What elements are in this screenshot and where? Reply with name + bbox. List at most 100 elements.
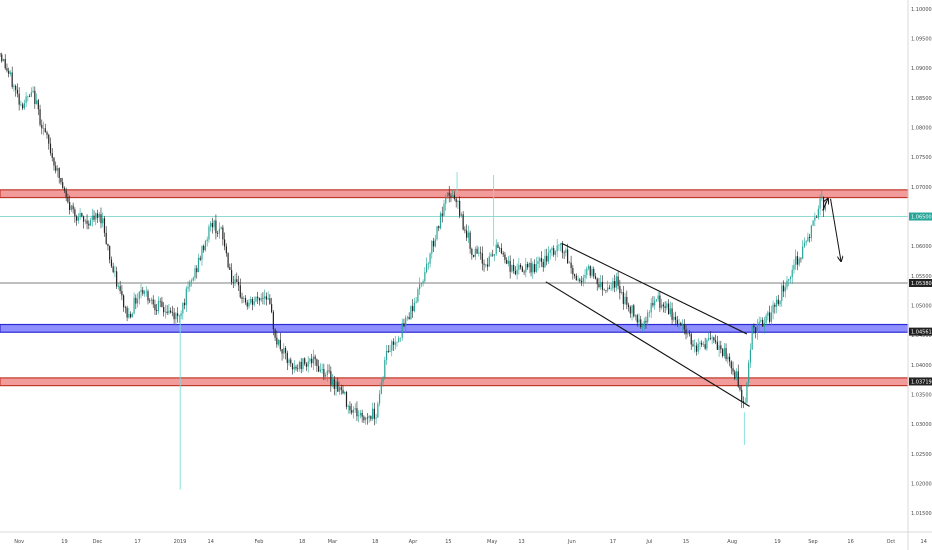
candle-body	[492, 254, 494, 256]
candle-body	[344, 392, 346, 394]
candle-body	[500, 248, 503, 254]
candle-body	[765, 315, 767, 323]
candle-body	[782, 285, 785, 292]
candle-body	[377, 403, 379, 418]
candle-body	[340, 387, 342, 390]
candle-body	[520, 264, 522, 268]
candle-body	[819, 198, 821, 209]
candle-body	[781, 285, 783, 301]
projection-arrow-0	[822, 199, 828, 211]
x-tick-label: 19	[61, 539, 67, 545]
candle-body	[533, 264, 536, 272]
candle-body	[544, 255, 546, 268]
candle-body	[626, 296, 628, 305]
candle-body	[784, 287, 786, 292]
x-tick-label: May	[487, 539, 497, 545]
candle-body	[375, 417, 377, 419]
candle-body	[6, 68, 8, 71]
candle-body	[537, 261, 539, 265]
candle-body	[232, 282, 234, 283]
candle-body	[58, 168, 60, 178]
candle-body	[16, 89, 19, 94]
candle-body	[98, 214, 100, 218]
x-tick-label: Nov	[14, 539, 24, 545]
candle-body	[476, 248, 478, 254]
candle-body	[274, 329, 276, 338]
candle-body	[241, 297, 243, 299]
candle-body	[810, 225, 812, 239]
x-tick-label: 15	[445, 539, 451, 545]
candle-body	[796, 256, 799, 265]
candle-body	[291, 363, 294, 370]
candle-body	[140, 289, 142, 292]
candle-body	[735, 371, 738, 379]
candle-body	[800, 258, 802, 260]
candle-body	[706, 339, 708, 349]
candle-body	[328, 370, 330, 372]
candle-body	[798, 258, 800, 265]
candle-body	[746, 382, 748, 403]
candle-body	[523, 271, 525, 273]
candle-body	[584, 274, 586, 278]
candle-body	[154, 304, 156, 311]
x-tick-label: 19	[774, 539, 780, 545]
candle-body	[267, 298, 269, 300]
candle-body	[600, 282, 602, 288]
candle-body	[82, 216, 85, 222]
candle-body	[180, 313, 182, 316]
candle-body	[657, 295, 659, 300]
candle-body	[610, 288, 612, 289]
candle-body	[128, 313, 130, 318]
x-tick-label: Mar	[328, 539, 338, 545]
candle-body	[481, 253, 483, 264]
candle-body	[37, 100, 39, 110]
candle-body	[41, 124, 43, 129]
projection-arrow-1	[830, 198, 841, 261]
candle-body	[573, 274, 576, 276]
candle-body	[469, 232, 471, 249]
candle-body	[1, 54, 3, 62]
candle-body	[701, 342, 703, 345]
y-tick-label: 1.04000	[911, 363, 932, 369]
candle-body	[680, 322, 682, 326]
candle-body	[384, 359, 386, 378]
candle-body	[196, 268, 198, 273]
candle-body	[422, 281, 424, 284]
candle-body	[129, 313, 132, 318]
candle-body	[405, 317, 407, 327]
candle-body	[199, 257, 201, 260]
candle-body	[455, 198, 457, 203]
candle-body	[472, 255, 475, 257]
candle-body	[44, 128, 46, 133]
candle-body	[74, 209, 76, 217]
candle-body	[253, 301, 255, 305]
candle-body	[378, 393, 381, 404]
candle-body	[446, 192, 449, 198]
candle-body	[227, 253, 229, 268]
candle-body	[352, 409, 355, 413]
candle-body	[183, 302, 186, 306]
candle-body	[175, 313, 177, 320]
candle-body	[298, 361, 301, 369]
candle-body	[152, 299, 154, 305]
candle-body	[671, 308, 673, 320]
candle-body	[399, 337, 402, 339]
candle-body	[521, 267, 523, 272]
candle-body	[284, 347, 287, 353]
candle-body	[763, 322, 765, 327]
candle-body	[453, 195, 456, 199]
candle-body	[351, 410, 353, 413]
candle-body	[742, 401, 745, 403]
candle-body	[690, 334, 692, 345]
candle-body	[432, 240, 435, 247]
candle-body	[189, 281, 191, 287]
x-tick-label: 13	[518, 539, 524, 545]
candle-body	[236, 279, 238, 282]
candle-body	[297, 368, 299, 370]
candle-body	[807, 237, 809, 242]
candle-body	[187, 286, 189, 289]
candle-body	[215, 220, 217, 234]
y-tick-label: 1.03500	[911, 393, 932, 399]
candle-body	[683, 324, 685, 330]
